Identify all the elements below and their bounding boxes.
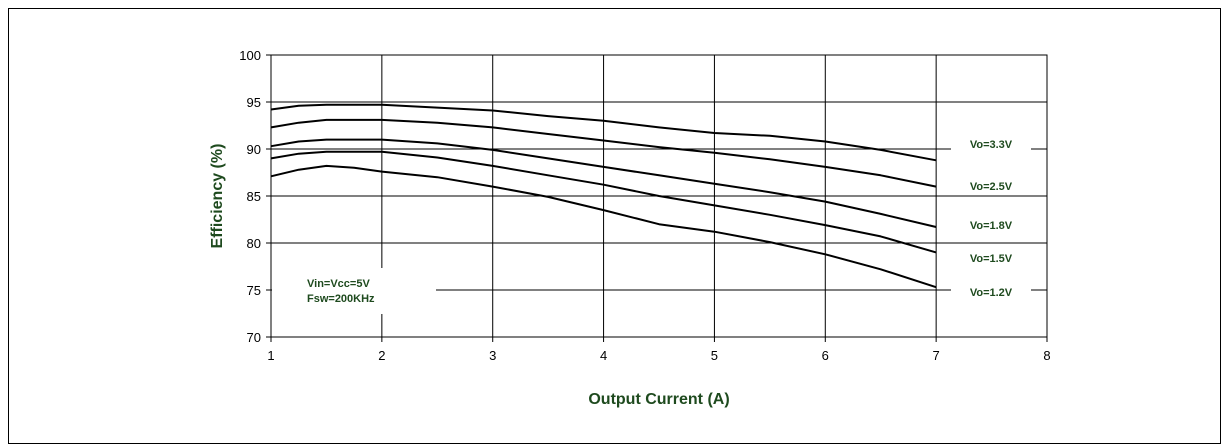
x-tick-label: 8	[1043, 348, 1050, 363]
series-label-background	[951, 179, 1031, 194]
y-tick-label: 70	[247, 330, 261, 345]
x-tick-label: 7	[933, 348, 940, 363]
condition-vin-text: Vin=Vcc=5V	[307, 278, 370, 290]
y-tick-label: 100	[239, 48, 261, 63]
series-label-background	[951, 137, 1031, 152]
x-tick-label: 1	[267, 348, 274, 363]
y-tick-label: 85	[247, 189, 261, 204]
series-label: Vo=1.5V	[970, 253, 1013, 265]
series-lines	[270, 103, 937, 289]
y-tick-label: 75	[247, 283, 261, 298]
series-label: Vo=3.3V	[970, 139, 1013, 151]
series-label: Vo=2.5V	[970, 181, 1013, 193]
series-line-vo-1-8v	[270, 138, 937, 228]
series-label-background	[951, 251, 1031, 266]
y-tick-label: 95	[247, 95, 261, 110]
condition-fsw-text: Fsw=200KHz	[307, 293, 375, 305]
series-label-background	[951, 218, 1031, 233]
y-tick-label: 80	[247, 236, 261, 251]
x-axis-title: Output Current (A)	[588, 391, 729, 408]
x-tick-label: 3	[489, 348, 496, 363]
series-label-background	[951, 285, 1031, 300]
series-label: Vo=1.8V	[970, 220, 1013, 232]
series-label: Vo=1.2V	[970, 287, 1013, 299]
x-tick-label: 4	[600, 348, 607, 363]
condition-annotation: Vin=Vcc=5V Fsw=200KHz	[272, 268, 436, 314]
y-axis-ticks: 70 75 80 85 90 95 100	[239, 48, 271, 345]
series-line-vo-1-5v	[270, 150, 937, 254]
x-tick-label: 2	[378, 348, 385, 363]
y-tick-label: 90	[247, 142, 261, 157]
y-axis-title: Efficiency (%)	[209, 144, 226, 249]
condition-annotation-background	[272, 268, 436, 314]
x-axis-ticks: 1 2 3 4 5 6 7 8	[267, 337, 1051, 363]
series-line-vo-2-5v	[270, 118, 937, 188]
series-line-vo-1-2v	[270, 164, 937, 289]
x-tick-label: 6	[822, 348, 829, 363]
x-tick-label: 5	[711, 348, 718, 363]
series-labels: Vo=3.3V Vo=2.5V Vo=1.8V Vo=1.5V Vo=1.2V	[951, 137, 1031, 300]
chart-frame	[8, 8, 1221, 444]
series-line-vo-3-3v	[270, 103, 937, 162]
